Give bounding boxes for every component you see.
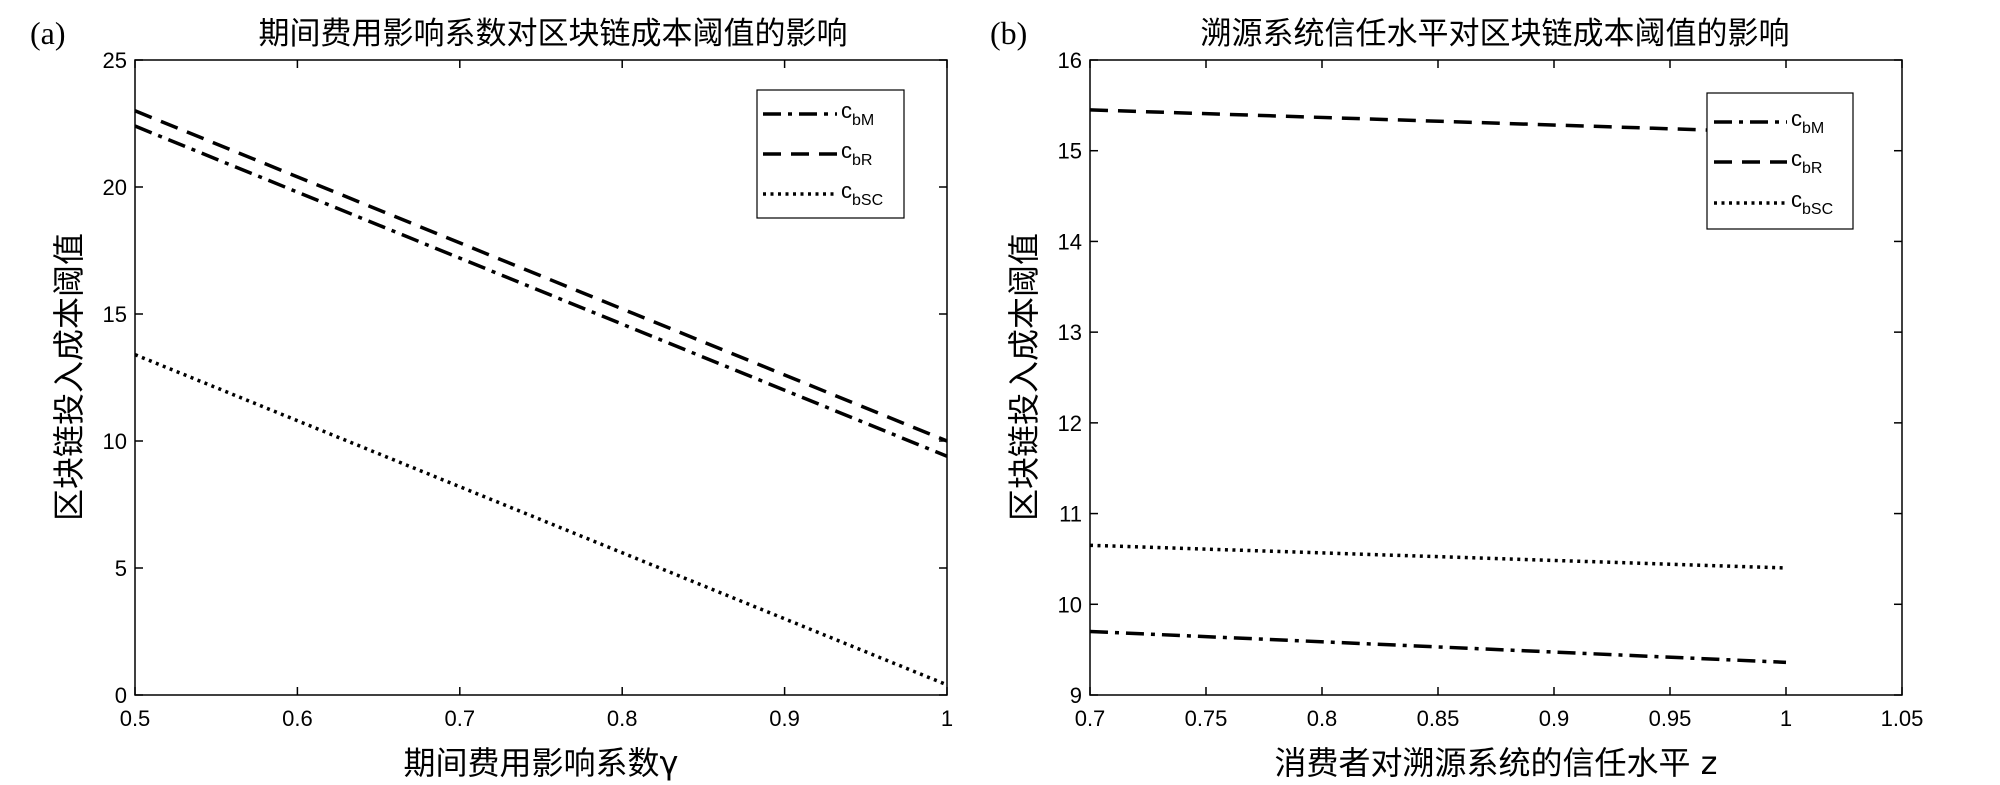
series-line-cbR	[1089, 108, 1787, 135]
y-tick-label: 9	[1070, 683, 1082, 708]
y-tick-label: 25	[103, 48, 127, 73]
y-tick-label: 12	[1058, 411, 1082, 436]
panel-b-series	[1089, 108, 1787, 665]
y-tick-label: 13	[1058, 320, 1082, 345]
y-tick-label: 0	[115, 683, 127, 708]
panel-b-tag: (b)	[990, 15, 1027, 51]
x-tick-label: 0.8	[607, 706, 638, 731]
x-tick-label: 0.75	[1185, 706, 1228, 731]
y-tick-label: 10	[1058, 592, 1082, 617]
x-tick-label: 0.95	[1649, 706, 1692, 731]
panel-b-axes: 0.7 0.75 0.8 0.85 0.9 0.95 1 1.05 9 10 11 12 13 14 15 1…	[1058, 48, 1924, 731]
x-tick-label: 0.6	[282, 706, 313, 731]
panel-b-xlabel: 消费者对溯源系统的信任水平 z	[1275, 744, 1718, 782]
legend-label-cbR: cbR	[841, 138, 872, 169]
panel-a-series	[134, 109, 948, 687]
x-tick-label: 0.9	[769, 706, 800, 731]
series-line-cbSC	[1089, 543, 1787, 570]
x-tick-label: 0.7	[1075, 706, 1106, 731]
panel-a: (a) 期间费用影响系数对区块链成本阈值的影响 0.5 0.6 0.7 0.8 0.9 1…	[30, 15, 953, 782]
panel-b-legend: cbM cbR cbSC	[1706, 92, 1854, 230]
y-tick-label: 15	[1058, 139, 1082, 164]
y-tick-label: 11	[1059, 502, 1082, 527]
legend-label-cbSC: cbSC	[1791, 187, 1833, 218]
x-tick-label: 1	[941, 706, 953, 731]
x-tick-label: 0.8	[1307, 706, 1338, 731]
x-tick-label: 0.5	[120, 706, 151, 731]
y-tick-label: 15	[103, 302, 127, 327]
x-tick-label: 1.05	[1881, 706, 1924, 731]
legend-label-cbM: cbM	[1791, 106, 1824, 137]
y-tick-label: 5	[115, 556, 127, 581]
panel-a-xlabel: 期间费用影响系数γ	[404, 744, 679, 782]
panel-b-title: 溯源系统信任水平对区块链成本阈值的影响	[1201, 16, 1790, 52]
panel-a-ylabel: 区块链投入成本阈值	[50, 233, 88, 521]
x-tick-label: 1	[1780, 706, 1792, 731]
panel-a-tag: (a)	[30, 15, 66, 51]
legend-label-cbR: cbR	[1791, 146, 1822, 177]
series-line-cbSC	[134, 353, 948, 687]
panel-a-title: 期间费用影响系数对区块链成本阈值的影响	[259, 16, 848, 52]
series-line-cbM	[134, 124, 948, 458]
panel-a-legend: cbM cbR cbSC	[756, 89, 905, 219]
legend-label-cbSC: cbSC	[841, 178, 883, 209]
legend-label-cbM: cbM	[841, 98, 874, 129]
series-line-cbM	[1089, 629, 1787, 665]
y-tick-label: 16	[1058, 48, 1082, 73]
panel-b-ylabel: 区块链投入成本阈值	[1005, 233, 1043, 521]
y-tick-label: 20	[103, 175, 127, 200]
x-tick-label: 0.85	[1417, 706, 1460, 731]
panel-b: (b) 溯源系统信任水平对区块链成本阈值的影响 0.7 0.75 0.8 0.85 0.…	[990, 15, 1923, 782]
x-tick-label: 0.9	[1539, 706, 1570, 731]
series-line-cbR	[134, 109, 948, 443]
y-tick-label: 10	[103, 429, 127, 454]
y-tick-label: 14	[1058, 229, 1082, 254]
x-tick-label: 0.7	[445, 706, 476, 731]
